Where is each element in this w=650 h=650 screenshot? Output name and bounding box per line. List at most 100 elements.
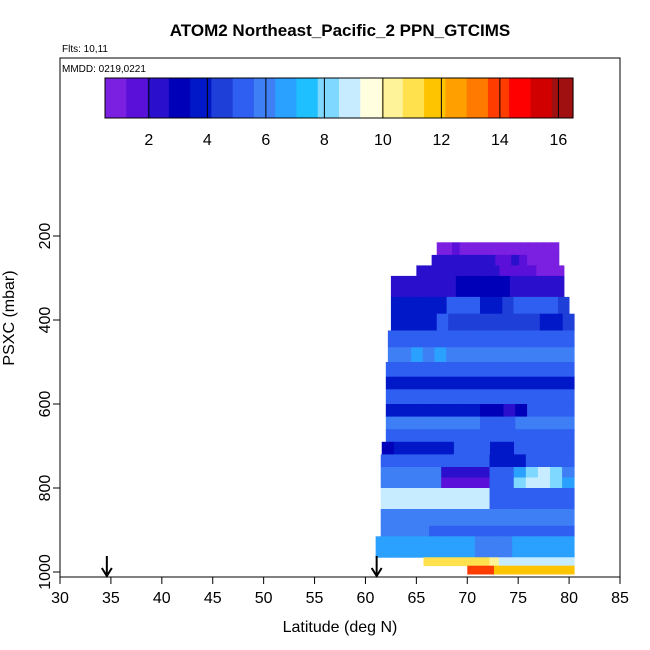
heatmap-cell xyxy=(380,467,394,478)
heatmap-cell xyxy=(550,330,563,348)
heatmap-cell xyxy=(444,376,457,390)
heatmap-cell xyxy=(501,509,515,527)
heatmap-cell xyxy=(537,525,551,537)
heatmap-cell xyxy=(404,454,418,468)
heatmap-cell xyxy=(487,565,495,575)
heatmap-cell xyxy=(397,376,410,390)
heatmap-cell xyxy=(422,347,435,363)
colorbar-tick-label: 6 xyxy=(261,132,270,149)
heatmap-cell xyxy=(489,477,503,489)
heatmap-cell xyxy=(517,557,528,567)
heatmap-cell xyxy=(390,275,403,298)
flight-marker-arrowhead xyxy=(370,567,383,578)
heatmap-cell xyxy=(385,429,398,443)
heatmap-cell xyxy=(538,441,551,455)
heatmap-cell xyxy=(509,275,522,298)
heatmap-cell xyxy=(387,347,400,363)
colorbar-tick-label: 4 xyxy=(203,132,212,149)
heatmap-cell xyxy=(432,376,446,390)
heatmap-cell xyxy=(562,467,575,478)
heatmap-cell xyxy=(543,254,552,266)
heatmap-cell xyxy=(531,275,543,298)
heatmap-cell xyxy=(499,265,510,277)
heatmap-cell xyxy=(487,254,496,266)
heatmap-cell xyxy=(444,404,457,417)
heatmap-cell xyxy=(417,441,431,455)
heatmap-cell xyxy=(536,265,546,277)
heatmap-cell xyxy=(388,544,401,558)
heatmap-cell xyxy=(539,330,552,348)
colorbar-swatch xyxy=(424,78,446,118)
heatmap-cell xyxy=(562,330,575,348)
heatmap-cell xyxy=(434,275,446,298)
heatmap-cell xyxy=(480,362,493,378)
heatmap-cell xyxy=(480,404,493,417)
heatmap-cell xyxy=(470,557,481,567)
heatmap-cell xyxy=(437,536,451,546)
heatmap-cell xyxy=(513,525,527,537)
heatmap-cell xyxy=(453,265,463,277)
heatmap-cell xyxy=(436,242,445,256)
heatmap-cell xyxy=(545,265,556,277)
heatmap-cell xyxy=(550,347,563,363)
heatmap-cell xyxy=(385,404,398,417)
heatmap-cell xyxy=(497,242,506,256)
heatmap-cell xyxy=(553,275,565,298)
heatmap-cell xyxy=(515,376,528,390)
heatmap-cell xyxy=(503,416,516,430)
heatmap-cell xyxy=(488,275,500,298)
heatmap-cell xyxy=(402,313,415,331)
heatmap-cell xyxy=(524,544,538,558)
heatmap-cell xyxy=(441,441,455,455)
heatmap-cell xyxy=(536,544,550,558)
colorbar-swatch xyxy=(466,78,489,118)
heatmap-cell xyxy=(385,376,398,390)
colorbar-swatch xyxy=(551,78,574,118)
y-tick-label: 1000 xyxy=(37,554,54,590)
heatmap-cell xyxy=(421,389,434,405)
heatmap-cell xyxy=(504,347,517,363)
heatmap-cell xyxy=(513,454,527,468)
heatmap-cell xyxy=(513,488,527,510)
heatmap-cell xyxy=(550,525,563,537)
heatmap-cell xyxy=(381,441,395,455)
heatmap-cell xyxy=(404,525,418,537)
heatmap-cell xyxy=(527,389,540,405)
heatmap-cell xyxy=(489,525,503,537)
heatmap-cell xyxy=(535,254,544,266)
colorbar-swatch xyxy=(509,78,532,118)
heatmap-cell xyxy=(480,296,492,315)
y-axis-ticks: 200 400 600 800 1000 xyxy=(37,223,60,590)
heatmap-cell xyxy=(434,265,445,277)
mmdd-label: MMDD: 0219,0221 xyxy=(62,64,146,75)
heatmap-cell xyxy=(505,242,514,256)
heatmap-cell xyxy=(429,441,443,455)
heatmap-cell xyxy=(494,313,506,331)
heatmap-cell xyxy=(515,429,528,443)
heatmap-cell xyxy=(554,565,562,575)
heatmap-cell xyxy=(515,330,528,348)
x-tick-label: 60 xyxy=(357,590,375,607)
flight-marker-arrowhead xyxy=(100,567,113,578)
heatmap-cell xyxy=(477,275,489,298)
heatmap-cell xyxy=(402,296,414,315)
heatmap-cell xyxy=(562,429,575,443)
heatmap-cell xyxy=(513,509,527,527)
heatmap-cell xyxy=(465,509,478,527)
heatmap-cell xyxy=(429,454,442,468)
heatmap-cell xyxy=(538,389,552,405)
heatmap-cell xyxy=(409,404,422,417)
heatmap-cell xyxy=(409,362,422,378)
heatmap-cell xyxy=(527,429,540,443)
heatmap-cell xyxy=(489,441,503,455)
heatmap-cell xyxy=(434,330,447,348)
colorbar-swatch xyxy=(275,78,298,118)
heatmap-cell xyxy=(380,477,394,489)
heatmap-cell xyxy=(465,441,479,455)
x-tick-label: 50 xyxy=(255,590,273,607)
heatmap-cell xyxy=(388,536,401,546)
heatmap-cell xyxy=(425,265,436,277)
x-tick-label: 55 xyxy=(306,590,324,607)
heatmap-cell xyxy=(480,565,488,575)
heatmap-cell xyxy=(429,488,442,510)
